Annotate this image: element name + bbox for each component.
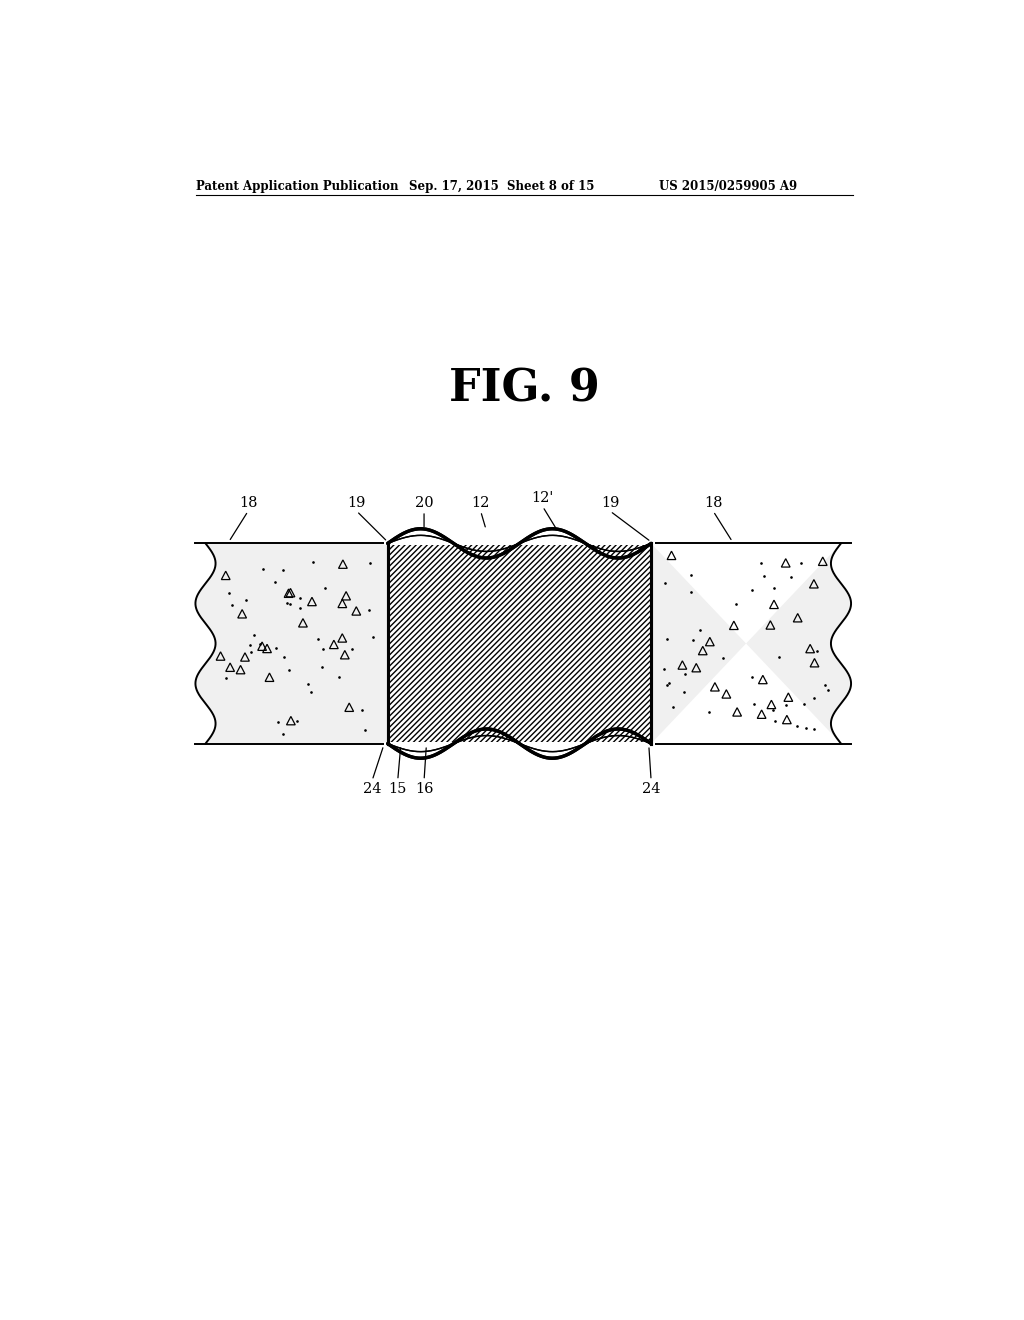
Polygon shape [388,544,651,743]
Text: Patent Application Publication: Patent Application Publication [197,180,398,193]
Polygon shape [384,508,655,545]
Polygon shape [384,742,655,779]
Text: 19: 19 [347,495,366,510]
Text: 12': 12' [531,491,554,506]
Text: 18: 18 [239,495,257,510]
Polygon shape [196,544,388,743]
Text: 24: 24 [362,781,381,796]
Text: 18: 18 [703,495,722,510]
Text: 24: 24 [642,781,660,796]
Text: Sep. 17, 2015  Sheet 8 of 15: Sep. 17, 2015 Sheet 8 of 15 [409,180,594,193]
Text: 16: 16 [415,781,433,796]
Text: 15: 15 [388,781,407,796]
Text: 20: 20 [415,495,433,510]
Polygon shape [388,544,651,743]
Text: FIG. 9: FIG. 9 [450,368,600,411]
Polygon shape [651,544,851,743]
Text: 12: 12 [471,495,489,510]
Text: US 2015/0259905 A9: US 2015/0259905 A9 [658,180,797,193]
Text: 19: 19 [601,495,620,510]
